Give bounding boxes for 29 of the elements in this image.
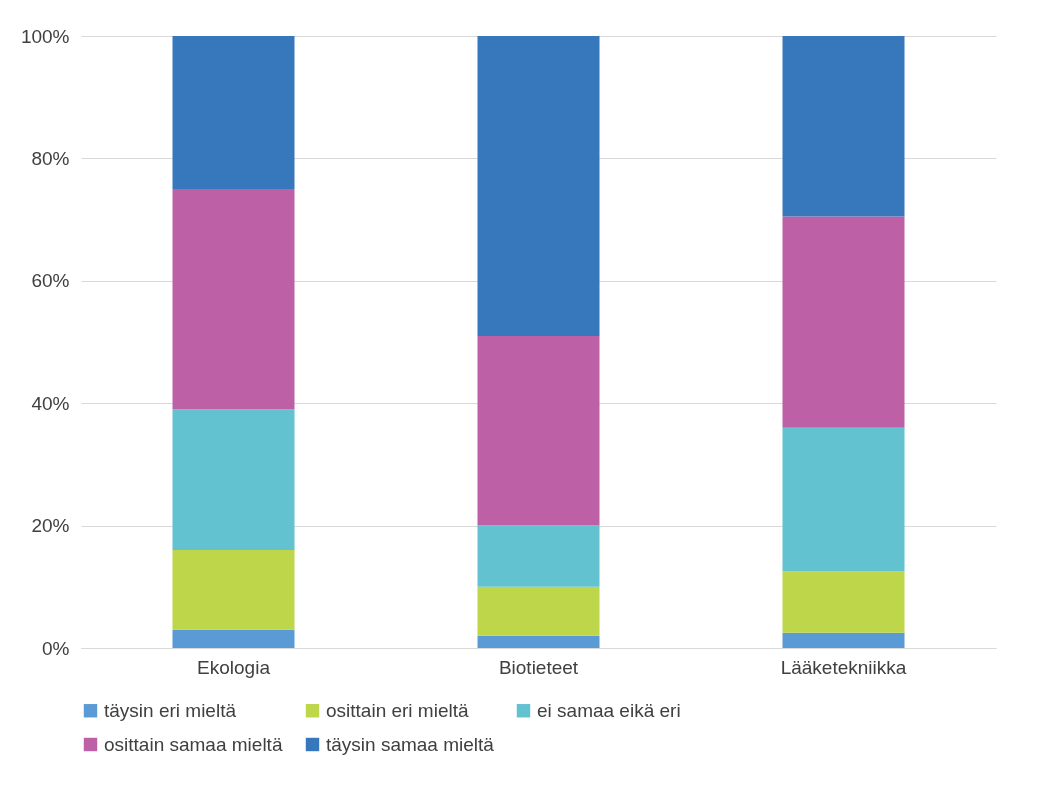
bar bbox=[782, 571, 905, 633]
x-tick-label: Ekologia bbox=[197, 656, 271, 678]
bar bbox=[477, 36, 600, 336]
legend-label: ei samaa eikä eri bbox=[537, 699, 681, 721]
bar bbox=[172, 629, 295, 648]
bar bbox=[477, 525, 600, 587]
y-tick-label: 20% bbox=[31, 515, 70, 537]
legend-label: osittain samaa mieltä bbox=[104, 733, 283, 755]
bar bbox=[172, 550, 295, 630]
y-tick-label: 80% bbox=[31, 147, 70, 169]
x-tick-label: Biotieteet bbox=[498, 656, 579, 678]
bar bbox=[782, 427, 905, 572]
y-tick-label: 60% bbox=[31, 270, 70, 292]
bar bbox=[477, 635, 600, 648]
y-tick-label: 40% bbox=[31, 392, 70, 414]
legend-label: täysin samaa mieltä bbox=[326, 733, 495, 755]
bar bbox=[782, 632, 905, 648]
bar bbox=[782, 36, 905, 217]
y-tick-label: 0% bbox=[42, 637, 70, 659]
x-tick-label: Lääketekniikka bbox=[780, 656, 907, 678]
bar bbox=[172, 36, 295, 189]
bar bbox=[782, 216, 905, 428]
bar bbox=[172, 409, 295, 551]
bar bbox=[172, 189, 295, 410]
bar bbox=[477, 335, 600, 526]
legend-label: osittain eri mieltä bbox=[326, 699, 469, 721]
bar bbox=[477, 586, 600, 636]
y-tick-label: 100% bbox=[20, 25, 70, 47]
legend-label: täysin eri mieltä bbox=[104, 699, 237, 721]
